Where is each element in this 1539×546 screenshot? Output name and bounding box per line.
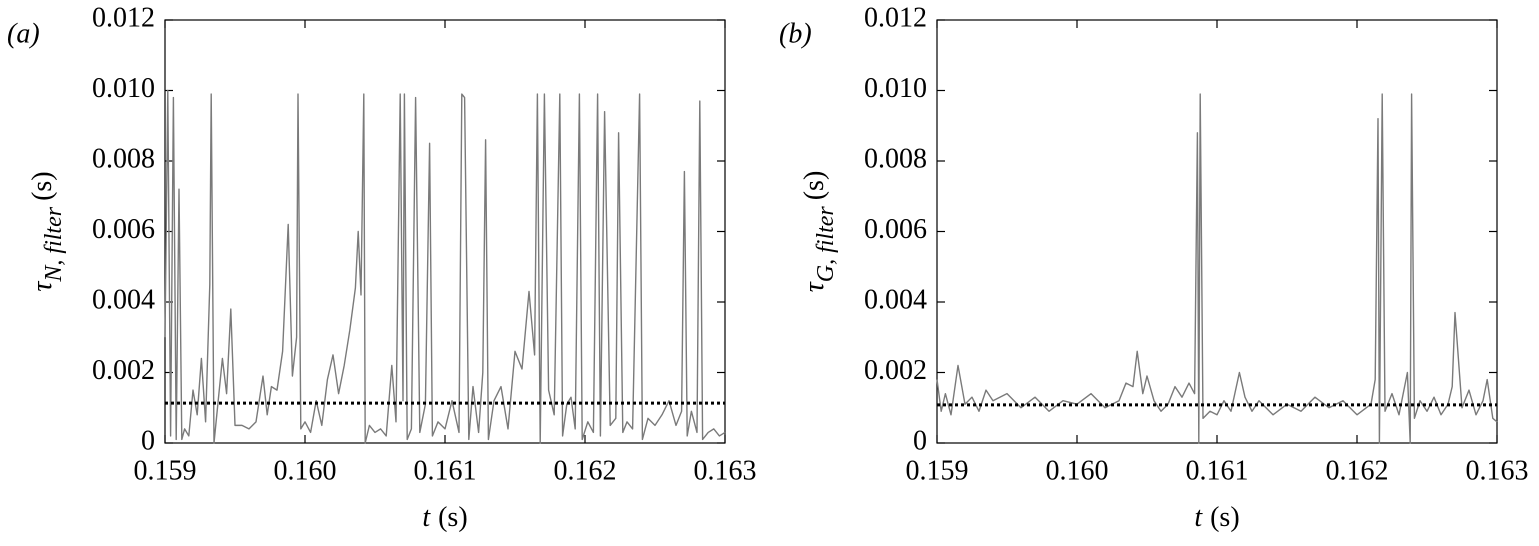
- x-tick-label: 0.159: [906, 455, 969, 486]
- x-tick-label: 0.161: [414, 455, 477, 486]
- y-tick-label: 0.002: [92, 355, 155, 386]
- y-axis-label: τN, filter (s): [27, 171, 66, 291]
- y-tick-label: 0.006: [92, 214, 155, 245]
- y-tick-label: 0.008: [864, 143, 927, 174]
- x-tick-label: 0.160: [1046, 455, 1109, 486]
- panel-label: (b): [779, 18, 812, 49]
- y-tick-label: 0: [913, 425, 927, 456]
- y-label-subscript: G, filter: [813, 206, 839, 283]
- y-label-unit: (s): [799, 171, 830, 201]
- x-label-symbol: t: [422, 502, 431, 533]
- x-tick-label: 0.161: [1186, 455, 1249, 486]
- panel-label: (a): [7, 18, 40, 49]
- x-tick-label: 0.162: [1326, 455, 1389, 486]
- x-label-unit: (s): [438, 502, 468, 533]
- y-tick-label: 0.008: [92, 143, 155, 174]
- y-tick-label: 0.012: [864, 2, 927, 33]
- y-label-symbol: τ: [799, 281, 830, 292]
- y-tick-label: 0.010: [864, 73, 927, 104]
- y-label-subscript: N, filter: [41, 206, 67, 282]
- y-label-unit: (s): [27, 171, 58, 201]
- y-tick-label: 0.004: [92, 284, 155, 315]
- x-tick-label: 0.160: [274, 455, 337, 486]
- panel: 0 0.002 0.004 0.006 0.008 0.010 0.012 0.159 0.16…: [779, 2, 1529, 533]
- data-line: [936, 93, 1498, 444]
- y-tick-label: 0: [141, 425, 155, 456]
- y-axis-label: τG, filter (s): [799, 171, 838, 293]
- y-tick-label: 0.012: [92, 2, 155, 33]
- y-tick-label: 0.004: [864, 284, 927, 315]
- panel: 0 0.002 0.004 0.006 0.008 0.010 0.012 0.159 0.16…: [7, 2, 757, 533]
- x-label-symbol: t: [1194, 502, 1203, 533]
- data-line: [164, 89, 726, 444]
- x-tick-label: 0.159: [134, 455, 197, 486]
- x-tick-label: 0.163: [694, 455, 757, 486]
- y-tick-label: 0.002: [864, 355, 927, 386]
- y-tick-label: 0.010: [92, 73, 155, 104]
- y-label-symbol: τ: [27, 281, 58, 292]
- x-axis-label: t (s): [1194, 502, 1239, 533]
- y-tick-label: 0.006: [864, 214, 927, 245]
- x-tick-label: 0.163: [1466, 455, 1529, 486]
- x-tick-label: 0.162: [554, 455, 617, 486]
- x-axis-label: t (s): [422, 502, 467, 533]
- x-label-unit: (s): [1210, 502, 1240, 533]
